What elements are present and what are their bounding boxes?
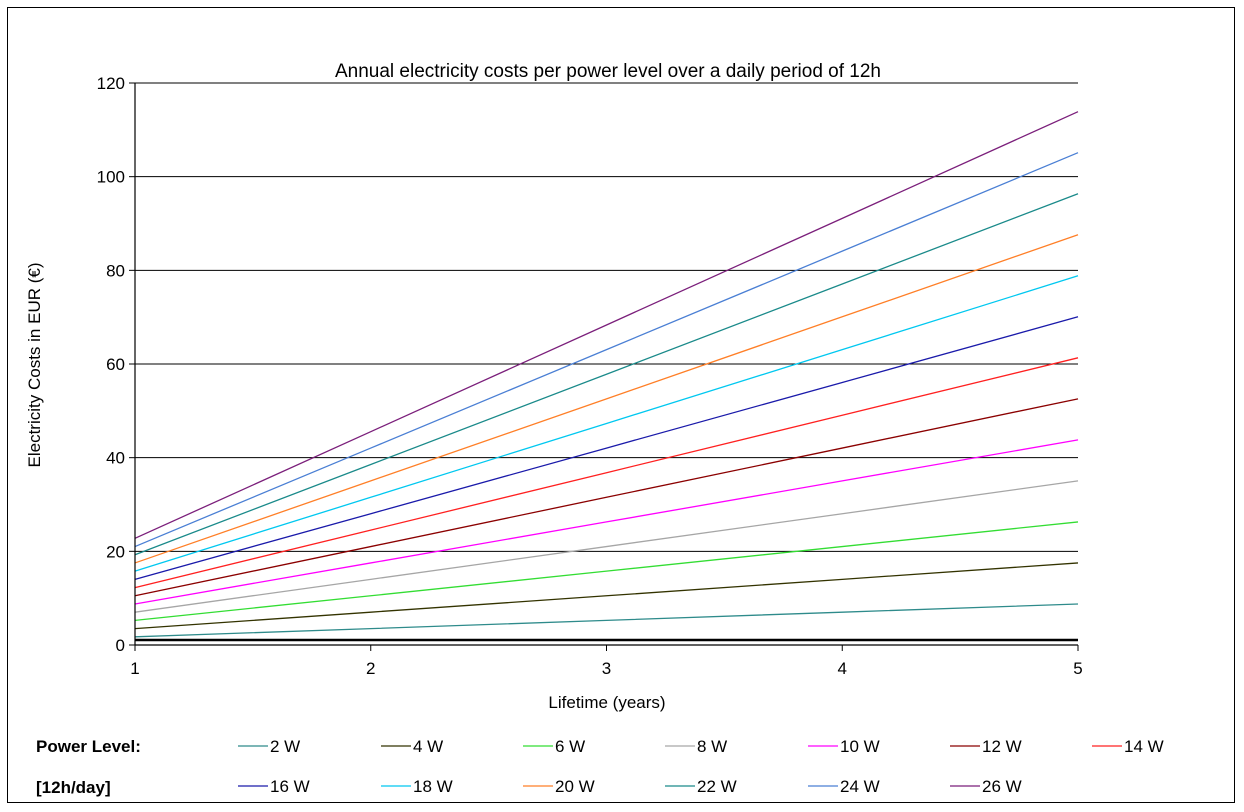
x-tick-label: 1 <box>130 659 139 678</box>
series-line-24w <box>134 152 1079 548</box>
legend-item: 24 W <box>808 777 880 796</box>
legend-item: 6 W <box>523 737 585 756</box>
legend-label: 20 W <box>555 777 595 796</box>
series-line-4w <box>134 562 1079 630</box>
y-tick-label: 0 <box>116 636 125 655</box>
y-tick-label: 20 <box>106 542 125 561</box>
y-tick-label: 40 <box>106 449 125 468</box>
y-tick-label: 120 <box>97 74 125 93</box>
series-line-6w <box>134 521 1079 622</box>
legend-label: 6 W <box>555 737 585 756</box>
series-line-20w <box>134 234 1079 564</box>
y-tick-label: 60 <box>106 355 125 374</box>
legend-title-line1: Power Level: <box>36 737 141 756</box>
y-tick-labels: 0 20 40 60 80 100 120 <box>97 74 125 655</box>
legend-item: 16 W <box>238 777 310 796</box>
y-axis-label: Electricity Costs in EUR (€) <box>25 263 44 468</box>
y-tick-label: 80 <box>106 261 125 280</box>
x-axis-label: Lifetime (years) <box>548 693 665 712</box>
series-line-2w <box>134 603 1079 638</box>
legend-label: 2 W <box>270 737 300 756</box>
y-tick-label: 100 <box>97 168 125 187</box>
legend-item: 18 W <box>381 777 453 796</box>
x-tick-label: 2 <box>366 659 375 678</box>
legend-label: 12 W <box>982 737 1022 756</box>
legend-label: 8 W <box>697 737 727 756</box>
chart-frame <box>7 7 1235 803</box>
legend-label: 18 W <box>413 777 453 796</box>
series-line-16w <box>134 316 1079 580</box>
legend-label: 22 W <box>697 777 737 796</box>
legend-label: 16 W <box>270 777 310 796</box>
series-line-8w <box>134 480 1079 613</box>
legend-item: 8 W <box>665 737 727 756</box>
x-tick-label: 4 <box>838 659 847 678</box>
legend-item: 14 W <box>1092 737 1164 756</box>
series-line-26w <box>134 111 1079 539</box>
legend-item: 2 W <box>238 737 300 756</box>
legend-item: 12 W <box>950 737 1022 756</box>
axes <box>134 83 1078 646</box>
legend-label: 24 W <box>840 777 880 796</box>
legend-label: 26 W <box>982 777 1022 796</box>
series-line-10w <box>134 439 1079 605</box>
legend-item: 10 W <box>808 737 880 756</box>
legend-item: 22 W <box>665 777 737 796</box>
legend: 2 W 4 W 6 W 8 W 10 W 12 W 14 W 16 W 18 W 20 W 22 W… <box>238 737 1164 796</box>
series-line-12w <box>134 398 1079 597</box>
series-lines <box>134 111 1079 638</box>
legend-item: 26 W <box>950 777 1022 796</box>
legend-label: 14 W <box>1124 737 1164 756</box>
x-tick-label: 5 <box>1073 659 1082 678</box>
legend-title-line2: [12h/day] <box>36 778 111 797</box>
chart-title: Annual electricity costs per power level… <box>335 61 881 82</box>
x-tick-labels: 1 2 3 4 5 <box>130 659 1082 678</box>
legend-item: 4 W <box>381 737 443 756</box>
legend-label: 4 W <box>413 737 443 756</box>
x-tick-label: 3 <box>602 659 611 678</box>
legend-label: 10 W <box>840 737 880 756</box>
series-line-14w <box>134 357 1079 589</box>
series-line-22w <box>134 193 1079 556</box>
gridlines <box>129 82 1079 651</box>
legend-item: 20 W <box>523 777 595 796</box>
series-line-18w <box>134 275 1079 572</box>
